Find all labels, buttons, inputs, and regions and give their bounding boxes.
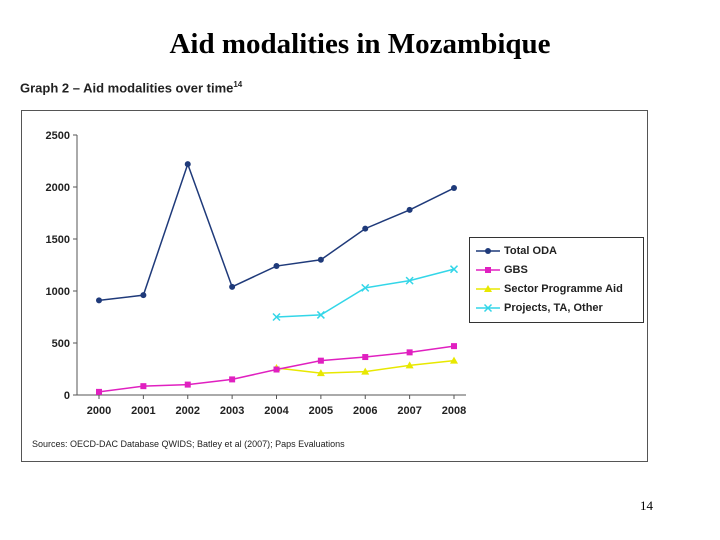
data-point-total-oda <box>229 283 236 290</box>
data-point-total-oda <box>96 297 102 304</box>
legend-label: GBS <box>504 264 528 276</box>
y-tick-label: 1500 <box>46 234 70 246</box>
x-tick-label: 2001 <box>131 405 155 417</box>
y-tick-label: 2000 <box>46 182 70 194</box>
legend-swatch <box>476 285 500 292</box>
data-point-projects-ta-other <box>449 265 459 274</box>
data-point-projects-ta-other <box>405 276 414 285</box>
series-line-projects-ta-other <box>276 268 455 318</box>
data-point-projects-ta-other <box>272 312 281 322</box>
y-tick-label: 1000 <box>46 286 70 298</box>
data-point-gbs <box>451 343 457 350</box>
data-point-gbs <box>96 388 102 395</box>
data-point-sector-programme-aid <box>316 369 325 377</box>
x-tick-label: 2005 <box>309 405 333 417</box>
legend-item: Projects, TA, Other <box>470 299 643 317</box>
data-point-sector-programme-aid <box>405 361 414 369</box>
x-tick-label: 2007 <box>397 405 421 417</box>
data-point-projects-ta-other <box>361 283 370 292</box>
legend-swatch <box>476 267 500 273</box>
data-point-gbs <box>184 381 191 388</box>
x-tick-label: 2006 <box>353 405 377 417</box>
x-tick-label: 2004 <box>264 405 289 417</box>
y-tick-label: 0 <box>64 390 70 402</box>
y-tick-label: 2500 <box>46 130 70 142</box>
data-point-gbs <box>362 354 369 361</box>
legend-item: Total ODA <box>470 242 643 260</box>
legend-item: Sector Programme Aid <box>470 280 643 298</box>
data-point-total-oda <box>451 185 457 192</box>
series-line-total-oda <box>98 161 455 302</box>
graph-caption-footnote: 14 <box>233 80 243 89</box>
slide-title: Aid modalities in Mozambique <box>169 28 551 60</box>
data-point-total-oda <box>140 292 147 299</box>
data-point-sector-programme-aid <box>450 356 458 364</box>
data-point-gbs <box>140 383 147 390</box>
data-point-sector-programme-aid <box>361 367 370 375</box>
data-point-total-oda <box>406 206 413 213</box>
data-point-gbs <box>273 366 280 373</box>
source-note: Sources: OECD-DAC Database QWIDS; Batley… <box>32 439 345 449</box>
graph-caption-text: Graph 2 – Aid modalities over time <box>20 80 234 96</box>
data-point-gbs <box>317 357 324 364</box>
x-tick-label: 2000 <box>87 405 111 417</box>
data-point-total-oda <box>184 161 191 168</box>
page-number: 14 <box>640 498 653 513</box>
chart-frame: 0 500 1000 1500 2000 2500 2000 2001 2002 2003 2004… <box>21 110 648 462</box>
x-tick-label: 2002 <box>176 405 200 417</box>
legend-swatch <box>476 303 500 313</box>
graph-caption: Graph 2 – Aid modalities over time14 <box>20 80 242 95</box>
data-point-total-oda <box>362 225 369 232</box>
legend-label: Total ODA <box>504 245 557 257</box>
data-point-total-oda <box>317 256 324 263</box>
x-tick-label: 2008 <box>442 405 466 417</box>
line-chart: 0 500 1000 1500 2000 2500 2000 2001 2002 2003 2004… <box>46 130 467 417</box>
legend-label: Sector Programme Aid <box>504 283 623 295</box>
data-point-gbs <box>229 376 236 383</box>
y-tick-label: 500 <box>52 338 70 350</box>
data-point-gbs <box>406 349 413 356</box>
legend-label: Projects, TA, Other <box>504 302 603 314</box>
data-point-projects-ta-other <box>316 310 325 319</box>
legend-item: GBS <box>470 261 643 279</box>
chart-legend: Total ODA GBS Sector Programme Aid Projects… <box>469 237 644 323</box>
data-point-total-oda <box>273 263 280 270</box>
x-tick-label: 2003 <box>220 405 244 417</box>
legend-swatch <box>476 248 500 254</box>
